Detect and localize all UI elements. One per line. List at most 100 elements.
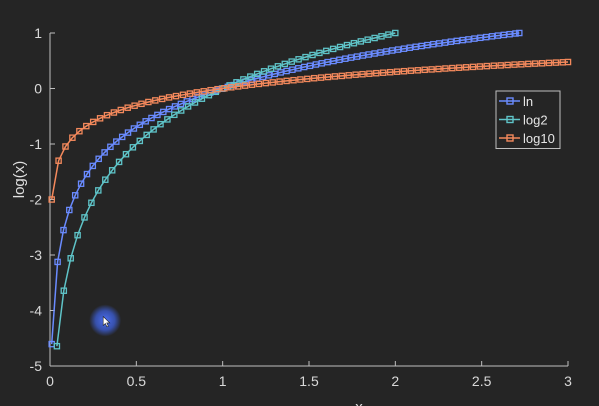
series-point-log10 xyxy=(393,68,401,75)
series-point-log2 xyxy=(371,34,378,42)
y-axis-label: log(x) xyxy=(11,161,28,199)
series-point-log10 xyxy=(214,85,221,93)
series-point-log2 xyxy=(60,287,68,294)
series-point-log10 xyxy=(124,104,131,111)
series-point-ln xyxy=(71,192,79,199)
series-point-log10 xyxy=(297,76,304,83)
series-point-ln xyxy=(154,111,161,119)
series-point-log10 xyxy=(262,79,270,87)
series-point-ln xyxy=(406,44,414,51)
series-log10 xyxy=(48,58,572,203)
series-point-ln xyxy=(512,30,519,37)
x-tick-label: 0.5 xyxy=(127,373,147,389)
series-point-ln xyxy=(506,30,513,38)
series-point-log2 xyxy=(88,199,95,207)
series-point-log10 xyxy=(290,76,297,84)
series-point-log10 xyxy=(414,67,422,74)
series-point-log10 xyxy=(193,89,201,96)
series-point-ln xyxy=(494,32,502,39)
legend-entry-ln[interactable]: ln xyxy=(523,94,533,109)
series-point-log10 xyxy=(483,62,491,70)
series-point-log10 xyxy=(172,92,180,100)
axes: 0 0.5 1 1.5 2 2.5 3 -5 -4 -3 -2 -1 0 1 x log(x) xyxy=(11,25,572,406)
series-point-log2 xyxy=(267,65,275,72)
x-tick-label: 1.5 xyxy=(299,373,319,389)
series-point-ln xyxy=(394,46,402,53)
series-point-ln xyxy=(107,143,114,151)
series-point-ln xyxy=(271,70,279,78)
series-point-ln xyxy=(465,36,472,43)
series-point-log2 xyxy=(184,103,192,110)
series-point-log10 xyxy=(462,64,470,71)
series-point-log10 xyxy=(490,62,498,69)
y-tick-label: -3 xyxy=(30,247,43,263)
series-point-log2 xyxy=(378,33,385,40)
series-point-log10 xyxy=(476,63,484,70)
series-point-log2 xyxy=(95,187,102,194)
legend-entry-log10[interactable]: log10 xyxy=(523,131,555,146)
series-point-log10 xyxy=(55,157,62,164)
series-point-log10 xyxy=(455,64,463,71)
pointer-arrow-icon xyxy=(102,315,111,328)
series-point-log10 xyxy=(165,94,173,101)
series-point-ln xyxy=(177,100,185,108)
series-point-log10 xyxy=(145,98,152,106)
legend-swatch-marker xyxy=(506,97,514,105)
series-point-ln xyxy=(118,133,126,141)
series-point-log2 xyxy=(329,45,337,53)
series-point-log10 xyxy=(276,78,283,85)
series-point-log10 xyxy=(564,58,572,66)
series-point-log10 xyxy=(511,61,518,68)
series-point-log2 xyxy=(74,231,81,239)
series-point-log10 xyxy=(179,91,187,99)
x-tick-label: 2 xyxy=(391,373,399,389)
series-point-ln xyxy=(365,51,372,58)
series-point-log2 xyxy=(364,36,371,43)
series-point-log2 xyxy=(129,144,137,151)
series-point-log10 xyxy=(400,67,408,75)
series-point-ln xyxy=(471,35,478,42)
series-point-ln xyxy=(60,226,67,234)
series-point-log2 xyxy=(198,95,206,102)
series-point-log2 xyxy=(260,68,268,75)
series-point-log2 xyxy=(150,126,157,133)
series-point-log10 xyxy=(324,73,332,81)
series-point-ln xyxy=(477,34,484,42)
series-point-log2 xyxy=(295,56,302,63)
series-point-log10 xyxy=(352,71,359,78)
series-point-log10 xyxy=(407,67,415,74)
y-tick-label: -5 xyxy=(30,358,43,374)
legend-entry-log2[interactable]: log2 xyxy=(523,113,548,128)
series-point-ln xyxy=(330,57,337,65)
series-point-log10 xyxy=(338,72,346,80)
series-point-ln xyxy=(324,58,331,66)
series-point-log10 xyxy=(234,83,242,90)
x-tick-label: 3 xyxy=(564,373,572,389)
series-point-log10 xyxy=(200,88,207,95)
series-point-log10 xyxy=(538,60,546,67)
series-point-ln xyxy=(66,206,73,214)
series-point-log10 xyxy=(269,79,276,86)
series-point-ln xyxy=(148,114,155,122)
series-point-log10 xyxy=(331,73,339,80)
series-point-log10 xyxy=(525,60,532,68)
series-point-log10 xyxy=(469,63,477,71)
legend[interactable]: ln log2 log10 xyxy=(495,90,561,149)
series-point-log10 xyxy=(435,65,442,73)
series-point-ln xyxy=(83,170,91,178)
series-point-ln xyxy=(277,69,284,76)
series-point-log10 xyxy=(103,111,111,119)
y-tick-label: -4 xyxy=(30,303,43,319)
series-point-ln xyxy=(54,258,61,266)
series-point-log2 xyxy=(233,79,240,86)
series-point-log2 xyxy=(115,158,123,166)
series-point-log10 xyxy=(366,70,373,77)
y-tick-label: -1 xyxy=(30,136,43,152)
legend-swatch-marker xyxy=(506,134,514,142)
series-point-log10 xyxy=(186,90,194,97)
series-point-log10 xyxy=(221,85,228,92)
series-point-ln xyxy=(377,49,384,56)
series-point-ln xyxy=(312,61,320,68)
series-layer xyxy=(48,29,572,350)
